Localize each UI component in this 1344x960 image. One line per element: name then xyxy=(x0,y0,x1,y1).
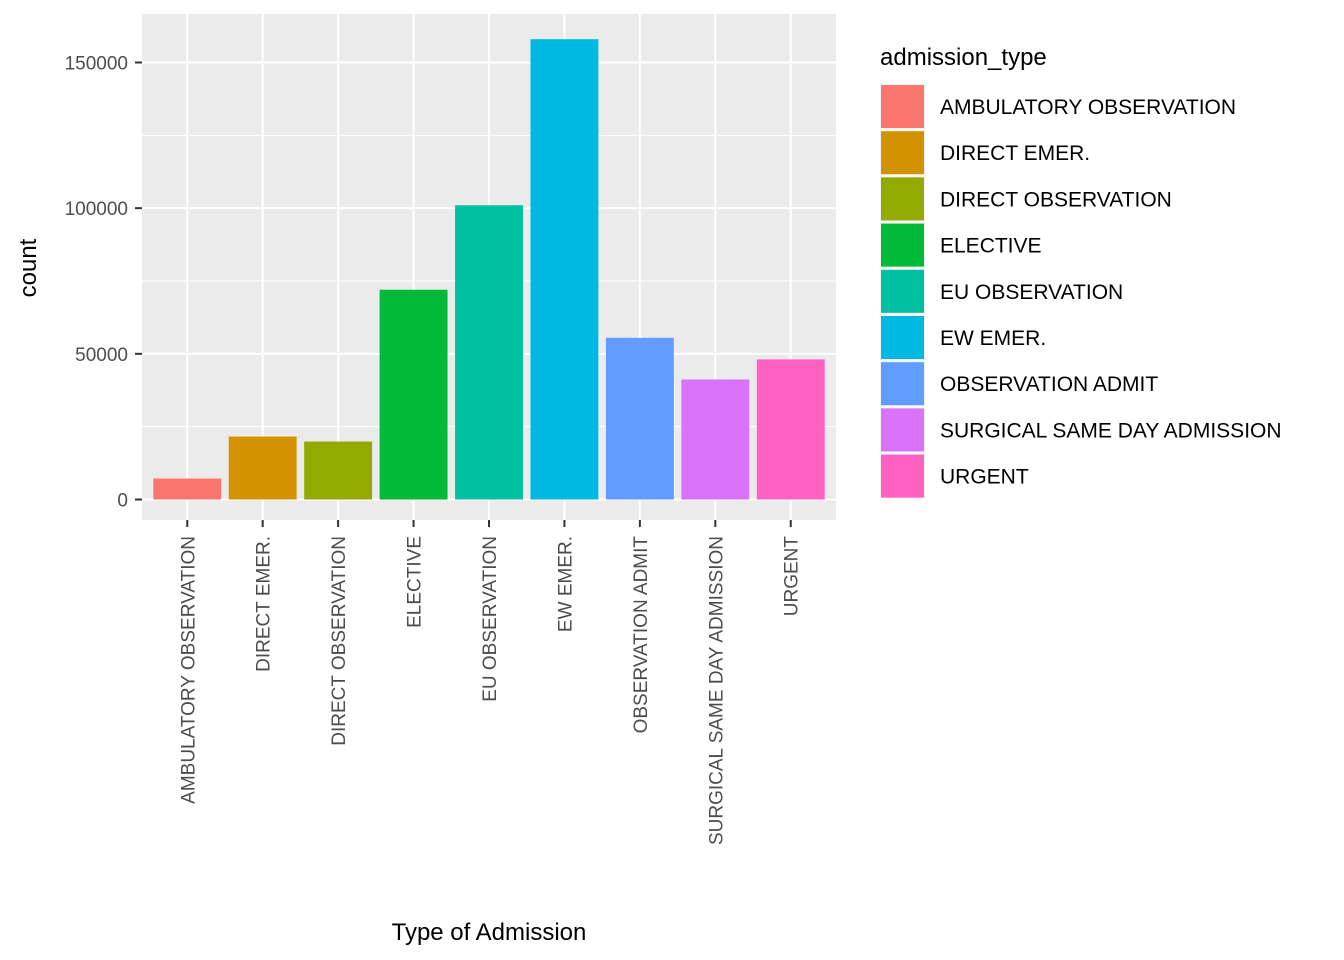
y-tick-label: 100000 xyxy=(65,199,128,220)
bar xyxy=(530,39,599,500)
bar xyxy=(681,379,750,500)
x-tick-label: EU OBSERVATION xyxy=(480,536,501,702)
y-tick-label: 50000 xyxy=(75,345,128,366)
x-tick-label: EW EMER. xyxy=(555,536,576,632)
bars xyxy=(153,39,825,500)
legend-key xyxy=(881,408,924,452)
x-tick-label: DIRECT EMER. xyxy=(254,536,275,672)
x-tick-label: ELECTIVE xyxy=(405,536,426,628)
legend-key xyxy=(881,269,924,313)
x-tick-label: DIRECT OBSERVATION xyxy=(329,536,350,746)
bar xyxy=(153,478,222,500)
bar xyxy=(304,441,373,500)
legend-key xyxy=(881,316,924,359)
y-tick-label: 0 xyxy=(117,491,128,512)
legend-title: admission_type xyxy=(880,44,1047,71)
legend-label: OBSERVATION ADMIT xyxy=(940,373,1158,396)
legend-label: DIRECT EMER. xyxy=(940,142,1090,165)
legend-label: EU OBSERVATION xyxy=(940,281,1123,304)
bar xyxy=(228,436,297,500)
x-axis-title: Type of Admission xyxy=(392,919,587,946)
legend-key xyxy=(881,223,924,267)
legend-label: URGENT xyxy=(940,466,1029,489)
legend-label: ELECTIVE xyxy=(940,235,1042,258)
bar xyxy=(455,205,523,500)
legend-key xyxy=(881,85,924,128)
legend-key xyxy=(881,131,924,175)
x-axis: AMBULATORY OBSERVATION DIRECT EMER. DIRECT… xyxy=(178,520,803,845)
y-axis-title: count xyxy=(15,238,42,297)
legend: admission_type AMBULATORY OBSERVATION DIR… xyxy=(880,44,1282,499)
y-tick-label: 150000 xyxy=(65,54,128,75)
legend-label: AMBULATORY OBSERVATION xyxy=(940,96,1236,119)
legend-label: SURGICAL SAME DAY ADMISSION xyxy=(940,419,1282,442)
legend-key xyxy=(881,362,924,406)
bar xyxy=(756,359,825,500)
bar xyxy=(605,337,674,500)
legend-key xyxy=(881,454,924,498)
legend-label: EW EMER. xyxy=(940,327,1046,350)
legend-key xyxy=(881,177,924,221)
legend-label: DIRECT OBSERVATION xyxy=(940,188,1172,211)
bar xyxy=(379,289,448,500)
x-tick-label: AMBULATORY OBSERVATION xyxy=(178,536,199,804)
x-tick-label: URGENT xyxy=(782,536,803,617)
x-tick-label: SURGICAL SAME DAY ADMISSION xyxy=(706,536,727,845)
x-tick-label: OBSERVATION ADMIT xyxy=(631,536,652,734)
y-axis: 0 50000 100000 150000 xyxy=(65,54,142,512)
